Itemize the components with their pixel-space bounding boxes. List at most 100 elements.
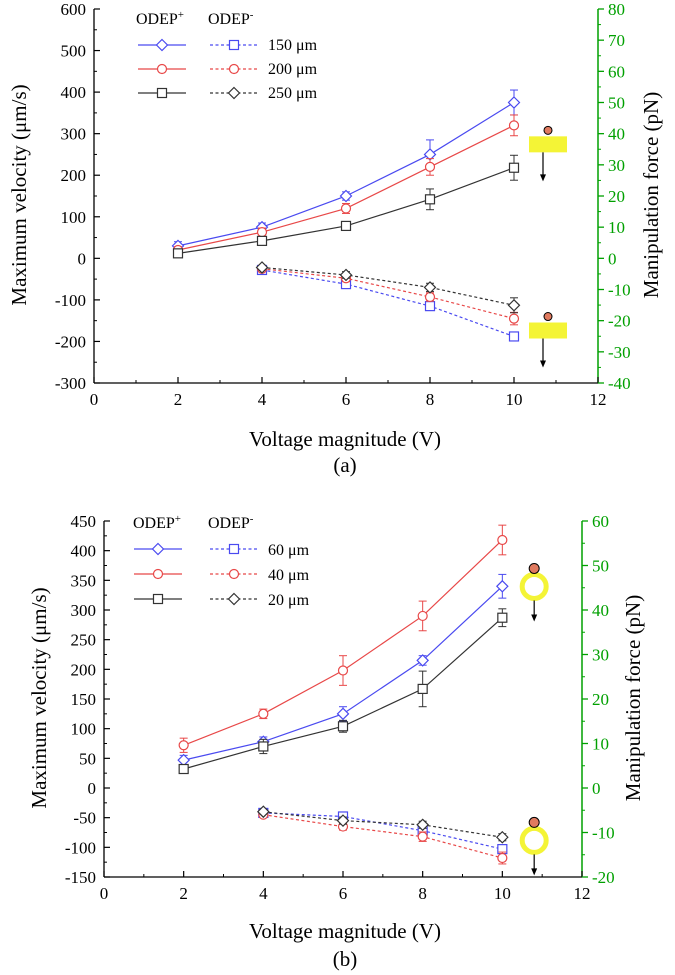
legend-label-3: 250 μm [268, 85, 318, 102]
y-tick-label: 500 [61, 42, 87, 61]
data-point [178, 740, 189, 751]
y-tick-label: 350 [71, 571, 97, 590]
legend-label-1: 150 μm [268, 37, 318, 54]
legend-marker [228, 39, 240, 51]
data-point [258, 741, 269, 752]
y-tick-label: -100 [55, 291, 86, 310]
data-point [508, 162, 520, 173]
data-point [417, 831, 428, 842]
x-tick-label: 10 [494, 884, 511, 903]
data-point [424, 301, 436, 312]
data-point [256, 235, 268, 246]
panel-label: (a) [333, 453, 356, 477]
legend-marker [228, 568, 240, 580]
light-ring [519, 825, 549, 855]
legend-rows [138, 38, 258, 100]
data-point [424, 161, 436, 173]
light-bar [529, 322, 567, 339]
x-tick-label: 6 [342, 390, 351, 409]
arrow-head [531, 868, 538, 876]
y2-tick-label: 40 [608, 125, 625, 144]
x-ticks: 0 2 4 6 8 10 12 [90, 377, 607, 409]
y2-tick-label: 20 [592, 690, 609, 709]
y-tick-label: -50 [73, 809, 96, 828]
y-tick-label: 400 [71, 542, 97, 561]
y-tick-label: 400 [61, 83, 87, 102]
data-point [497, 612, 508, 623]
data-point [339, 268, 353, 282]
data-point [337, 721, 349, 732]
legend-header-negative: ODEP- [208, 9, 254, 28]
particle [528, 562, 540, 574]
y-tick-label: 300 [61, 125, 87, 144]
light-bar [529, 136, 567, 153]
x-tick-label: 4 [259, 884, 268, 903]
y2-axis-title: Manipulation force (pN) [639, 92, 663, 298]
x-tick-label: 12 [574, 884, 591, 903]
y2-tick-label: 0 [608, 249, 617, 268]
inset-group [529, 125, 567, 368]
data-point [258, 708, 269, 719]
y2-tick-label: 20 [608, 187, 625, 206]
y2-tick-label: 70 [608, 31, 625, 50]
series-line [261, 266, 515, 306]
data-point [424, 291, 436, 303]
x-tick-label: 8 [426, 390, 435, 409]
y2-tick-label: 60 [608, 62, 625, 81]
legend-marker [228, 543, 240, 555]
data-point [417, 610, 428, 622]
legend-label-2: 40 μm [268, 567, 310, 584]
inset-group [519, 562, 549, 876]
data-point [336, 707, 350, 721]
y-ticks: -150 -100 -50 0 50 100 150 200 250 300 350 400 450 [65, 512, 110, 887]
y-tick-label: 450 [71, 512, 97, 531]
series-line [177, 124, 515, 251]
arrow-head [531, 614, 538, 622]
data-point [424, 194, 436, 205]
y-tick-label: -200 [55, 332, 86, 351]
legend-marker [156, 87, 168, 99]
legend: ODEP+ ODEP- 60 μm 40 μm 20 μm [133, 513, 310, 609]
y-tick-label: 0 [88, 779, 97, 798]
data-point [336, 814, 350, 827]
y2-tick-label: 30 [608, 156, 625, 175]
x-tick-label: 4 [258, 390, 267, 409]
y-tick-label: -300 [55, 374, 86, 393]
legend-header-negative: ODEP- [208, 513, 254, 532]
y-axis-title: Maximum velocity (μm/s) [7, 84, 31, 305]
data-point [508, 120, 520, 131]
y2-tick-label: 50 [608, 94, 625, 113]
data-point [340, 203, 352, 214]
x-axis-title: Voltage magnitude (V) [249, 919, 441, 943]
x-tick-label: 2 [179, 884, 188, 903]
data-point [256, 805, 270, 819]
data-point [495, 830, 509, 844]
legend-header-positive: ODEP+ [133, 513, 181, 532]
series-line [261, 268, 515, 320]
data-point [256, 227, 268, 238]
data-point [508, 313, 520, 324]
data-point [416, 654, 430, 667]
data-point [337, 665, 349, 676]
y-tick-label: -100 [65, 838, 96, 857]
y2-tick-label: 50 [592, 557, 609, 576]
legend-marker [151, 542, 165, 556]
y-tick-label: 600 [61, 0, 87, 19]
panel-b: 0 2 4 6 8 10 12 -150-100-500501001502002503003… [27, 512, 645, 971]
series-group [177, 524, 509, 865]
data-point [497, 534, 508, 546]
arrow-head [540, 360, 546, 368]
y2-tick-label: -10 [608, 281, 631, 300]
y-tick-label: 50 [79, 749, 96, 768]
particle [543, 125, 553, 135]
y-tick-label: 0 [78, 249, 87, 268]
legend-label-2: 200 μm [268, 61, 318, 78]
particle [528, 816, 540, 828]
legend-label-3: 20 μm [268, 592, 310, 609]
y2-tick-label: 0 [592, 779, 601, 798]
data-point [508, 331, 520, 342]
series-line [263, 811, 503, 838]
data-point [497, 852, 508, 864]
data-point [417, 683, 428, 695]
